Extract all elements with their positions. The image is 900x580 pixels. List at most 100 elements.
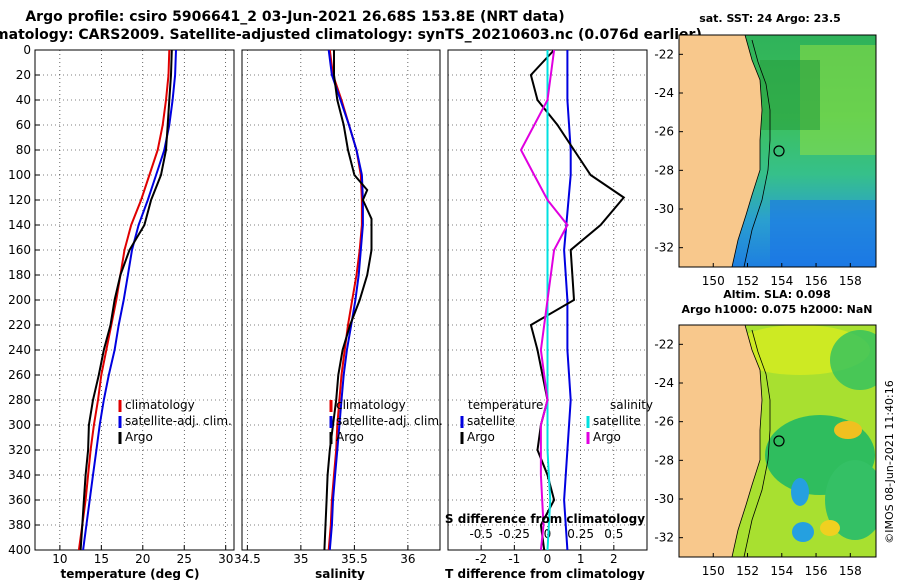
temperature-difference-xlabel: T difference from climatology xyxy=(445,567,645,580)
depth-tick-label: 200 xyxy=(8,293,31,307)
lon-tick-label: 154 xyxy=(770,564,793,578)
sst-land xyxy=(679,35,763,267)
temperature-panel: 0 20 40 60 80 100 120 140 160 180 200 220 240 260 280 3… xyxy=(8,43,235,580)
x-tick-label: -2 xyxy=(475,552,487,566)
lat-tick-label: -26 xyxy=(654,415,674,429)
legend-header-salinity: salinity xyxy=(610,398,653,412)
temperature-legend: climatology satellite-adj. clim. Argo xyxy=(118,398,232,444)
temperature-series xyxy=(77,49,177,551)
difference-series xyxy=(519,49,626,551)
legend-label-satellite: satellite-adj. clim. xyxy=(125,414,232,428)
legend-label-sal-satellite: satellite xyxy=(593,414,641,428)
depth-tick-label: 80 xyxy=(16,143,31,157)
series-line-temperature-satellite xyxy=(563,50,572,551)
sla-eddy-2 xyxy=(792,522,814,542)
lat-tick-label: -28 xyxy=(654,163,674,177)
sla-map-frame xyxy=(678,324,877,558)
legend-label-climatology: climatology xyxy=(336,398,406,412)
legend-label-satellite: satellite-adj. clim. xyxy=(336,414,443,428)
sst-map-title: sat. SST: 24 Argo: 23.5 xyxy=(699,12,841,25)
legend-label-temp-argo: Argo xyxy=(467,430,495,444)
top-tick-label: -0.25 xyxy=(499,527,530,541)
salinity-panel: 34.5 35 35.5 36 salinity climatology satell… xyxy=(234,49,443,580)
difference-legend: temperature salinity satellite Argo sate… xyxy=(460,398,653,444)
depth-tick-label: 340 xyxy=(8,468,31,482)
sla-green-region xyxy=(830,330,876,390)
salinity-legend: climatology satellite-adj. clim. Argo xyxy=(329,398,443,444)
title-line2: Climatology: CARS2009. Satellite-adjuste… xyxy=(0,27,702,43)
sla-land xyxy=(679,325,763,557)
depth-tick-label: 240 xyxy=(8,343,31,357)
lon-tick-label: 156 xyxy=(805,564,828,578)
sst-map: sat. SST: 24 Argo: 23.5 -22-24-26-28-30-… xyxy=(654,12,877,288)
sla-map: Altim. SLA: 0.098 Argo h1000: 0.075 h200… xyxy=(654,288,877,578)
sla-map-subtitle: Argo h1000: 0.075 h2000: NaN xyxy=(681,303,872,316)
temperature-difference-x-axis: -2 -1 0 1 2 xyxy=(475,545,618,566)
argo-position-marker xyxy=(773,435,785,447)
sla-map-title: Altim. SLA: 0.098 xyxy=(723,288,830,301)
sla-lat-axis: -22 -24 -26 -28 -30 -32 xyxy=(654,337,683,545)
salinity-xlabel: salinity xyxy=(315,567,365,580)
x-tick-label: 15 xyxy=(94,552,109,566)
lon-tick-label: 156 xyxy=(805,274,828,288)
salinity-x-axis: 34.5 35 35.5 36 xyxy=(234,545,416,566)
x-tick-label: 0 xyxy=(544,552,552,566)
x-tick-label: -1 xyxy=(508,552,520,566)
legend-label-temp-satellite: satellite xyxy=(467,414,515,428)
depth-tick-label: 0 xyxy=(23,43,31,57)
x-tick-label: 2 xyxy=(610,552,618,566)
legend-label-climatology: climatology xyxy=(125,398,195,412)
top-tick-label: 0.25 xyxy=(567,527,594,541)
legend-label-sal-argo: Argo xyxy=(593,430,621,444)
lon-tick-label: 158 xyxy=(839,564,862,578)
lat-tick-label: -22 xyxy=(654,337,674,351)
x-tick-label: 25 xyxy=(177,552,192,566)
depth-tick-label: 180 xyxy=(8,268,31,282)
lon-tick-label: 154 xyxy=(770,274,793,288)
depth-axis: 0 20 40 60 80 100 120 140 160 180 200 220 240 260 280 3… xyxy=(8,43,40,557)
difference-panel: -2 -1 0 1 2 -0.5 -0.25 0 0.25 0.5 S difference f… xyxy=(445,49,653,580)
x-tick-label: 35 xyxy=(293,552,308,566)
lon-tick-label: 152 xyxy=(736,274,759,288)
depth-tick-label: 360 xyxy=(8,493,31,507)
sst-isobath xyxy=(743,39,771,267)
depth-tick-label: 140 xyxy=(8,218,31,232)
lat-tick-label: -30 xyxy=(654,492,674,506)
lat-tick-label: -24 xyxy=(654,376,674,390)
sst-cold-patch xyxy=(770,200,876,267)
series-line-temperature-argo xyxy=(529,49,626,551)
lon-tick-label: 150 xyxy=(702,274,725,288)
depth-tick-label: 20 xyxy=(16,68,31,82)
sst-lat-axis: -22 -24 -26 -28 -30 -32 xyxy=(654,47,683,255)
top-tick-label: -0.5 xyxy=(469,527,492,541)
salinity-grid xyxy=(242,50,440,550)
depth-tick-label: 260 xyxy=(8,368,31,382)
series-line-argo xyxy=(79,49,173,551)
depth-tick-label: 380 xyxy=(8,518,31,532)
lat-tick-label: -32 xyxy=(654,241,674,255)
x-tick-label: 1 xyxy=(577,552,585,566)
sla-low-region-2 xyxy=(825,460,876,540)
temperature-xlabel: temperature (deg C) xyxy=(61,567,200,580)
x-tick-label: 30 xyxy=(218,552,233,566)
depth-tick-label: 280 xyxy=(8,393,31,407)
salinity-difference-label: S difference from climatology xyxy=(445,512,645,526)
imos-watermark: ©IMOS 08-Jun-2021 11:40:16 xyxy=(883,380,896,544)
x-tick-label: 35.5 xyxy=(341,552,368,566)
temperature-axes-frame xyxy=(34,49,235,551)
legend-label-argo: Argo xyxy=(336,430,364,444)
lon-tick-label: 152 xyxy=(736,564,759,578)
argo-position-marker xyxy=(773,145,785,157)
lon-tick-label: 150 xyxy=(702,564,725,578)
depth-tick-label: 40 xyxy=(16,93,31,107)
x-tick-label: 34.5 xyxy=(234,552,261,566)
depth-tick-label: 400 xyxy=(8,543,31,557)
temperature-x-axis: 10 15 20 25 30 xyxy=(52,545,233,566)
lon-tick-label: 158 xyxy=(839,274,862,288)
salinity-series xyxy=(323,49,373,551)
legend-label-argo: Argo xyxy=(125,430,153,444)
depth-tick-label: 300 xyxy=(8,418,31,432)
depth-tick-label: 220 xyxy=(8,318,31,332)
temperature-grid xyxy=(35,50,234,550)
